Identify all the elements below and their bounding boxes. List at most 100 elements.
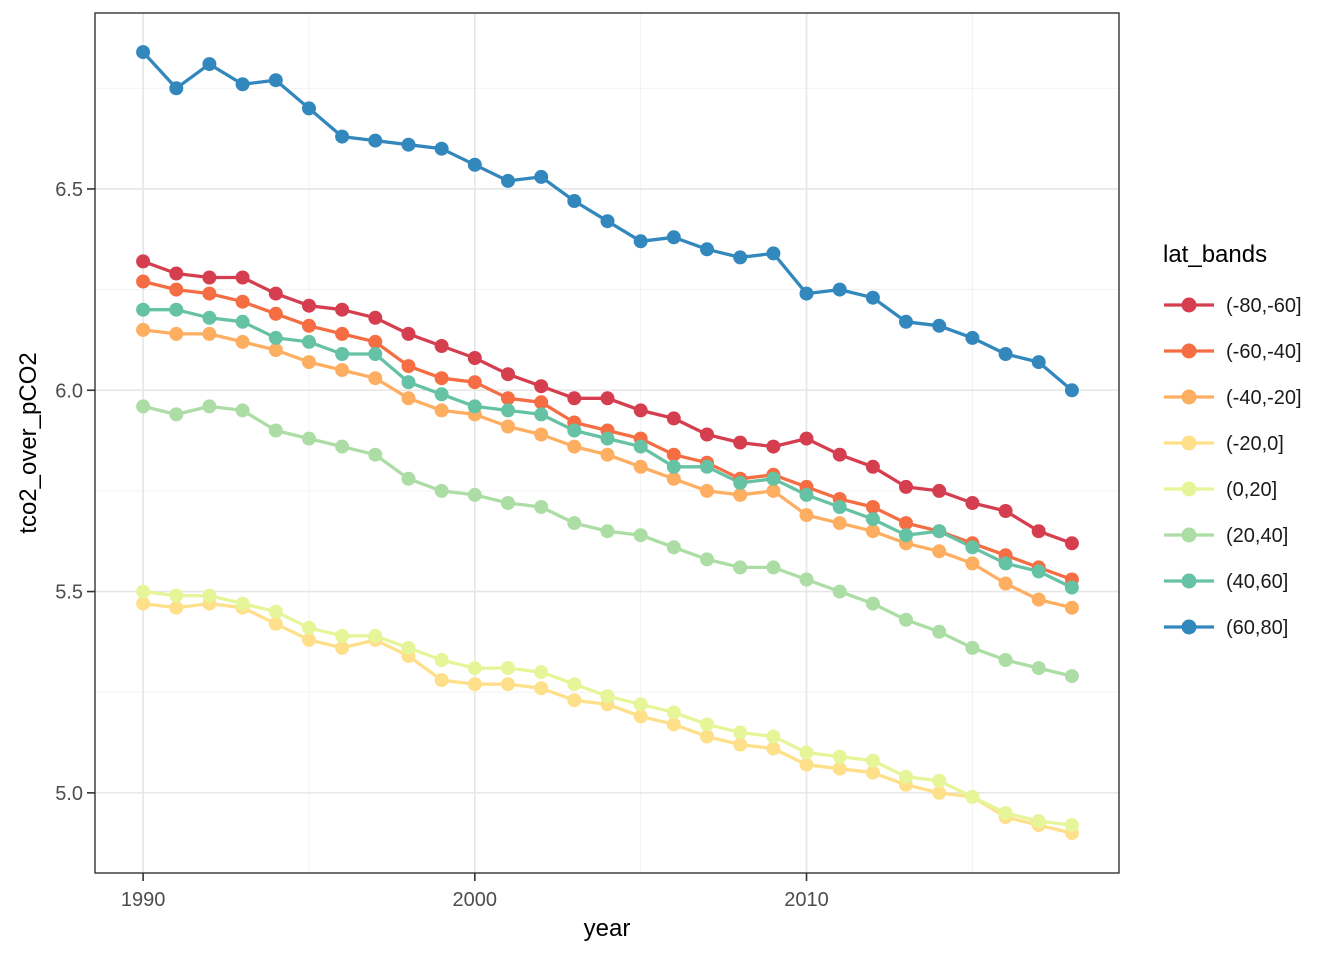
data-point (998, 576, 1013, 591)
data-point (799, 757, 814, 772)
data-point (202, 286, 217, 301)
data-point (865, 512, 880, 527)
data-point (401, 359, 416, 374)
data-point (666, 717, 681, 732)
data-point (932, 785, 947, 800)
data-point (268, 330, 283, 345)
data-point (1064, 669, 1079, 684)
data-point (335, 302, 350, 317)
data-point (700, 717, 714, 732)
data-point (534, 407, 549, 422)
y-tick-label: 5.0 (55, 783, 83, 805)
data-point (368, 371, 383, 386)
legend-key-point-icon (1181, 573, 1197, 589)
data-point (633, 697, 648, 712)
data-point (202, 57, 217, 72)
y-axis-title: tco2_over_pCO2 (15, 352, 42, 533)
data-point (302, 632, 316, 647)
panel-frame (94, 12, 1120, 874)
legend-item-label: (-60,-40] (1226, 341, 1302, 363)
data-point (501, 496, 515, 510)
x-tick-label: 1990 (121, 889, 166, 911)
data-point (169, 81, 184, 96)
data-point (401, 640, 416, 655)
data-point (434, 371, 449, 386)
legend-key-point-icon (1181, 481, 1197, 497)
y-tick-label: 6.0 (55, 380, 83, 402)
y-tick-label: 6.5 (55, 179, 83, 201)
data-point (799, 487, 814, 502)
data-point (268, 306, 283, 321)
data-point (633, 439, 648, 454)
data-point (965, 330, 980, 345)
data-point (467, 487, 482, 502)
data-point (899, 769, 913, 784)
data-point (335, 326, 350, 341)
data-point (766, 560, 781, 575)
data-point (136, 274, 151, 289)
legend-title: lat_bands (1163, 241, 1267, 268)
legend-item-label: (0,20] (1226, 479, 1277, 501)
data-point (633, 528, 648, 543)
data-point (434, 403, 449, 418)
data-point (368, 334, 383, 349)
data-point (136, 322, 151, 337)
data-point (700, 729, 714, 744)
data-point (136, 584, 151, 599)
data-point (235, 77, 250, 92)
legend-item: (60,80] (1164, 617, 1288, 639)
data-point (368, 447, 383, 462)
data-point (335, 363, 350, 378)
data-point (501, 419, 515, 434)
legend-item: (-80,-60] (1164, 295, 1302, 317)
data-point (302, 318, 316, 333)
data-point (633, 459, 648, 474)
data-point (899, 612, 913, 627)
data-point (235, 403, 250, 418)
legend-item: (40,60] (1164, 571, 1288, 593)
data-point (169, 407, 184, 422)
data-point (998, 347, 1013, 361)
data-point (1064, 600, 1079, 615)
data-point (666, 705, 681, 720)
data-point (567, 516, 582, 531)
data-point (766, 471, 781, 486)
data-point (965, 789, 980, 804)
legend: (-80,-60] (-60,-40] (-40,-20] (-20,0] (0,20]… (1164, 295, 1302, 639)
data-point (401, 326, 416, 341)
data-point (1031, 592, 1046, 607)
data-point (401, 391, 416, 406)
legend-key-point-icon (1181, 389, 1197, 405)
data-point (799, 745, 814, 760)
data-point (467, 399, 482, 414)
data-point (733, 250, 748, 265)
data-point (136, 399, 151, 414)
data-point (733, 487, 748, 502)
data-point (600, 214, 615, 229)
panel-border (94, 12, 1120, 874)
legend-key-point-icon (1181, 297, 1197, 313)
data-point (434, 339, 449, 353)
data-point (567, 194, 582, 208)
data-point (467, 157, 482, 172)
data-point (401, 471, 416, 486)
axes: 1990 2000 2010 5.0 5.5 6.0 6.5 (55, 179, 829, 911)
data-point (368, 133, 383, 148)
data-point (666, 459, 681, 474)
data-point (136, 254, 151, 269)
data-point (434, 141, 449, 156)
y-tick-label: 5.5 (55, 582, 83, 604)
data-point (666, 447, 681, 462)
data-point (700, 483, 714, 498)
data-point (766, 439, 781, 454)
data-point (335, 347, 350, 361)
data-point (302, 334, 316, 349)
data-point (567, 677, 582, 692)
data-point (302, 431, 316, 446)
data-point (1064, 818, 1079, 833)
data-point (335, 628, 350, 643)
data-point (467, 661, 482, 676)
data-point (202, 588, 217, 603)
